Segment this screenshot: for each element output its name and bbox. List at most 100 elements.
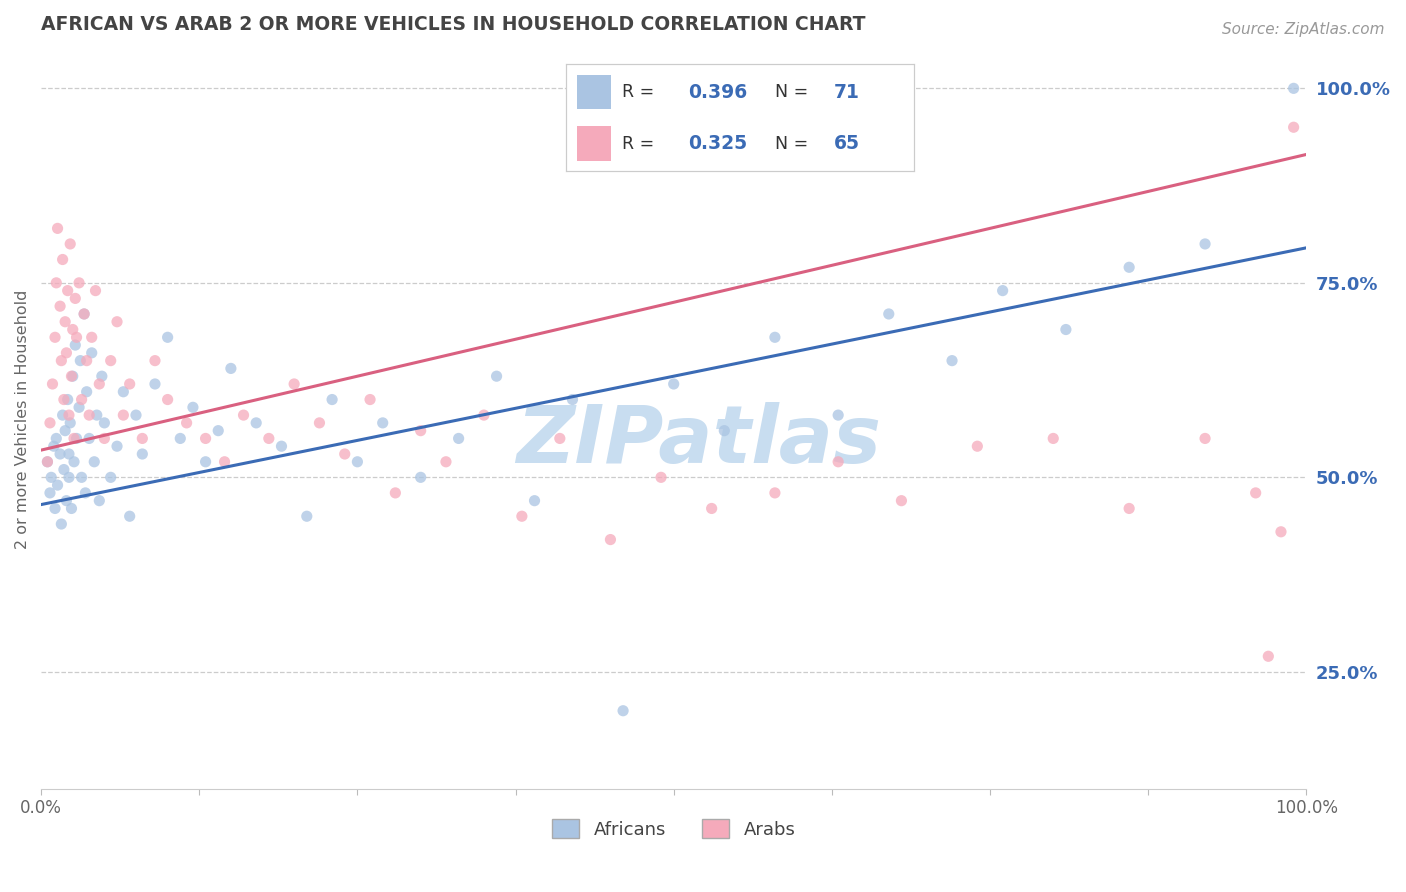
Point <box>485 369 508 384</box>
Point <box>63 455 86 469</box>
Point <box>39 486 62 500</box>
Point <box>214 455 236 469</box>
Point <box>523 493 546 508</box>
Point <box>60 369 83 384</box>
Point <box>181 401 204 415</box>
Point <box>52 392 75 407</box>
Point <box>76 353 98 368</box>
Point <box>84 284 107 298</box>
Point <box>86 408 108 422</box>
Point <box>37 455 59 469</box>
Point <box>662 376 685 391</box>
Point <box>384 486 406 500</box>
Point <box>561 392 583 407</box>
Point <box>434 455 457 469</box>
Point <box>105 315 128 329</box>
Point <box>62 322 84 336</box>
Point <box>207 424 229 438</box>
Legend: Africans, Arabs: Africans, Arabs <box>544 813 803 846</box>
Point <box>941 353 963 368</box>
Point <box>447 432 470 446</box>
Point <box>599 533 621 547</box>
Point <box>763 486 786 500</box>
Point <box>118 509 141 524</box>
Point <box>1194 432 1216 446</box>
Point <box>73 307 96 321</box>
Point <box>118 376 141 391</box>
Point <box>650 470 672 484</box>
Point <box>232 408 254 422</box>
Point <box>219 361 242 376</box>
Point <box>65 432 87 446</box>
Point <box>89 493 111 508</box>
Point <box>245 416 267 430</box>
Point <box>321 392 343 407</box>
Point <box>83 455 105 469</box>
Point <box>112 384 135 399</box>
Point <box>93 432 115 446</box>
Point <box>77 432 100 446</box>
Point <box>176 416 198 430</box>
Point <box>143 376 166 391</box>
Point <box>131 447 153 461</box>
Point <box>75 486 97 500</box>
Point <box>409 424 432 438</box>
Point <box>49 299 72 313</box>
Point <box>49 447 72 461</box>
Point <box>65 292 87 306</box>
Point <box>58 408 80 422</box>
Point <box>45 276 67 290</box>
Point <box>73 307 96 321</box>
Point <box>56 392 79 407</box>
Point <box>991 284 1014 298</box>
Point <box>67 276 90 290</box>
Point <box>409 470 432 484</box>
Point <box>52 252 75 267</box>
Point <box>37 455 59 469</box>
Point <box>156 392 179 407</box>
Point <box>143 353 166 368</box>
Point <box>763 330 786 344</box>
Point <box>359 392 381 407</box>
Point <box>1118 260 1140 275</box>
Point <box>346 455 368 469</box>
Point <box>60 501 83 516</box>
Text: AFRICAN VS ARAB 2 OR MORE VEHICLES IN HOUSEHOLD CORRELATION CHART: AFRICAN VS ARAB 2 OR MORE VEHICLES IN HO… <box>41 15 866 34</box>
Point <box>1118 501 1140 516</box>
Point <box>194 455 217 469</box>
Point <box>1244 486 1267 500</box>
Point <box>1282 120 1305 135</box>
Point <box>45 432 67 446</box>
Point <box>966 439 988 453</box>
Point <box>63 432 86 446</box>
Point <box>51 516 73 531</box>
Point <box>56 284 79 298</box>
Point <box>283 376 305 391</box>
Point <box>827 455 849 469</box>
Point <box>472 408 495 422</box>
Point <box>257 432 280 446</box>
Point <box>42 439 65 453</box>
Point <box>55 493 77 508</box>
Point <box>67 401 90 415</box>
Point <box>70 392 93 407</box>
Point <box>270 439 292 453</box>
Point <box>52 462 75 476</box>
Point <box>333 447 356 461</box>
Point <box>125 408 148 422</box>
Text: Source: ZipAtlas.com: Source: ZipAtlas.com <box>1222 22 1385 37</box>
Point <box>1194 236 1216 251</box>
Point <box>65 330 87 344</box>
Point <box>53 315 76 329</box>
Point <box>59 416 82 430</box>
Point <box>58 447 80 461</box>
Point <box>46 221 69 235</box>
Point <box>58 470 80 484</box>
Point <box>713 424 735 438</box>
Point <box>1257 649 1279 664</box>
Point <box>89 376 111 391</box>
Point <box>510 509 533 524</box>
Point <box>131 432 153 446</box>
Point <box>1042 432 1064 446</box>
Point <box>308 416 330 430</box>
